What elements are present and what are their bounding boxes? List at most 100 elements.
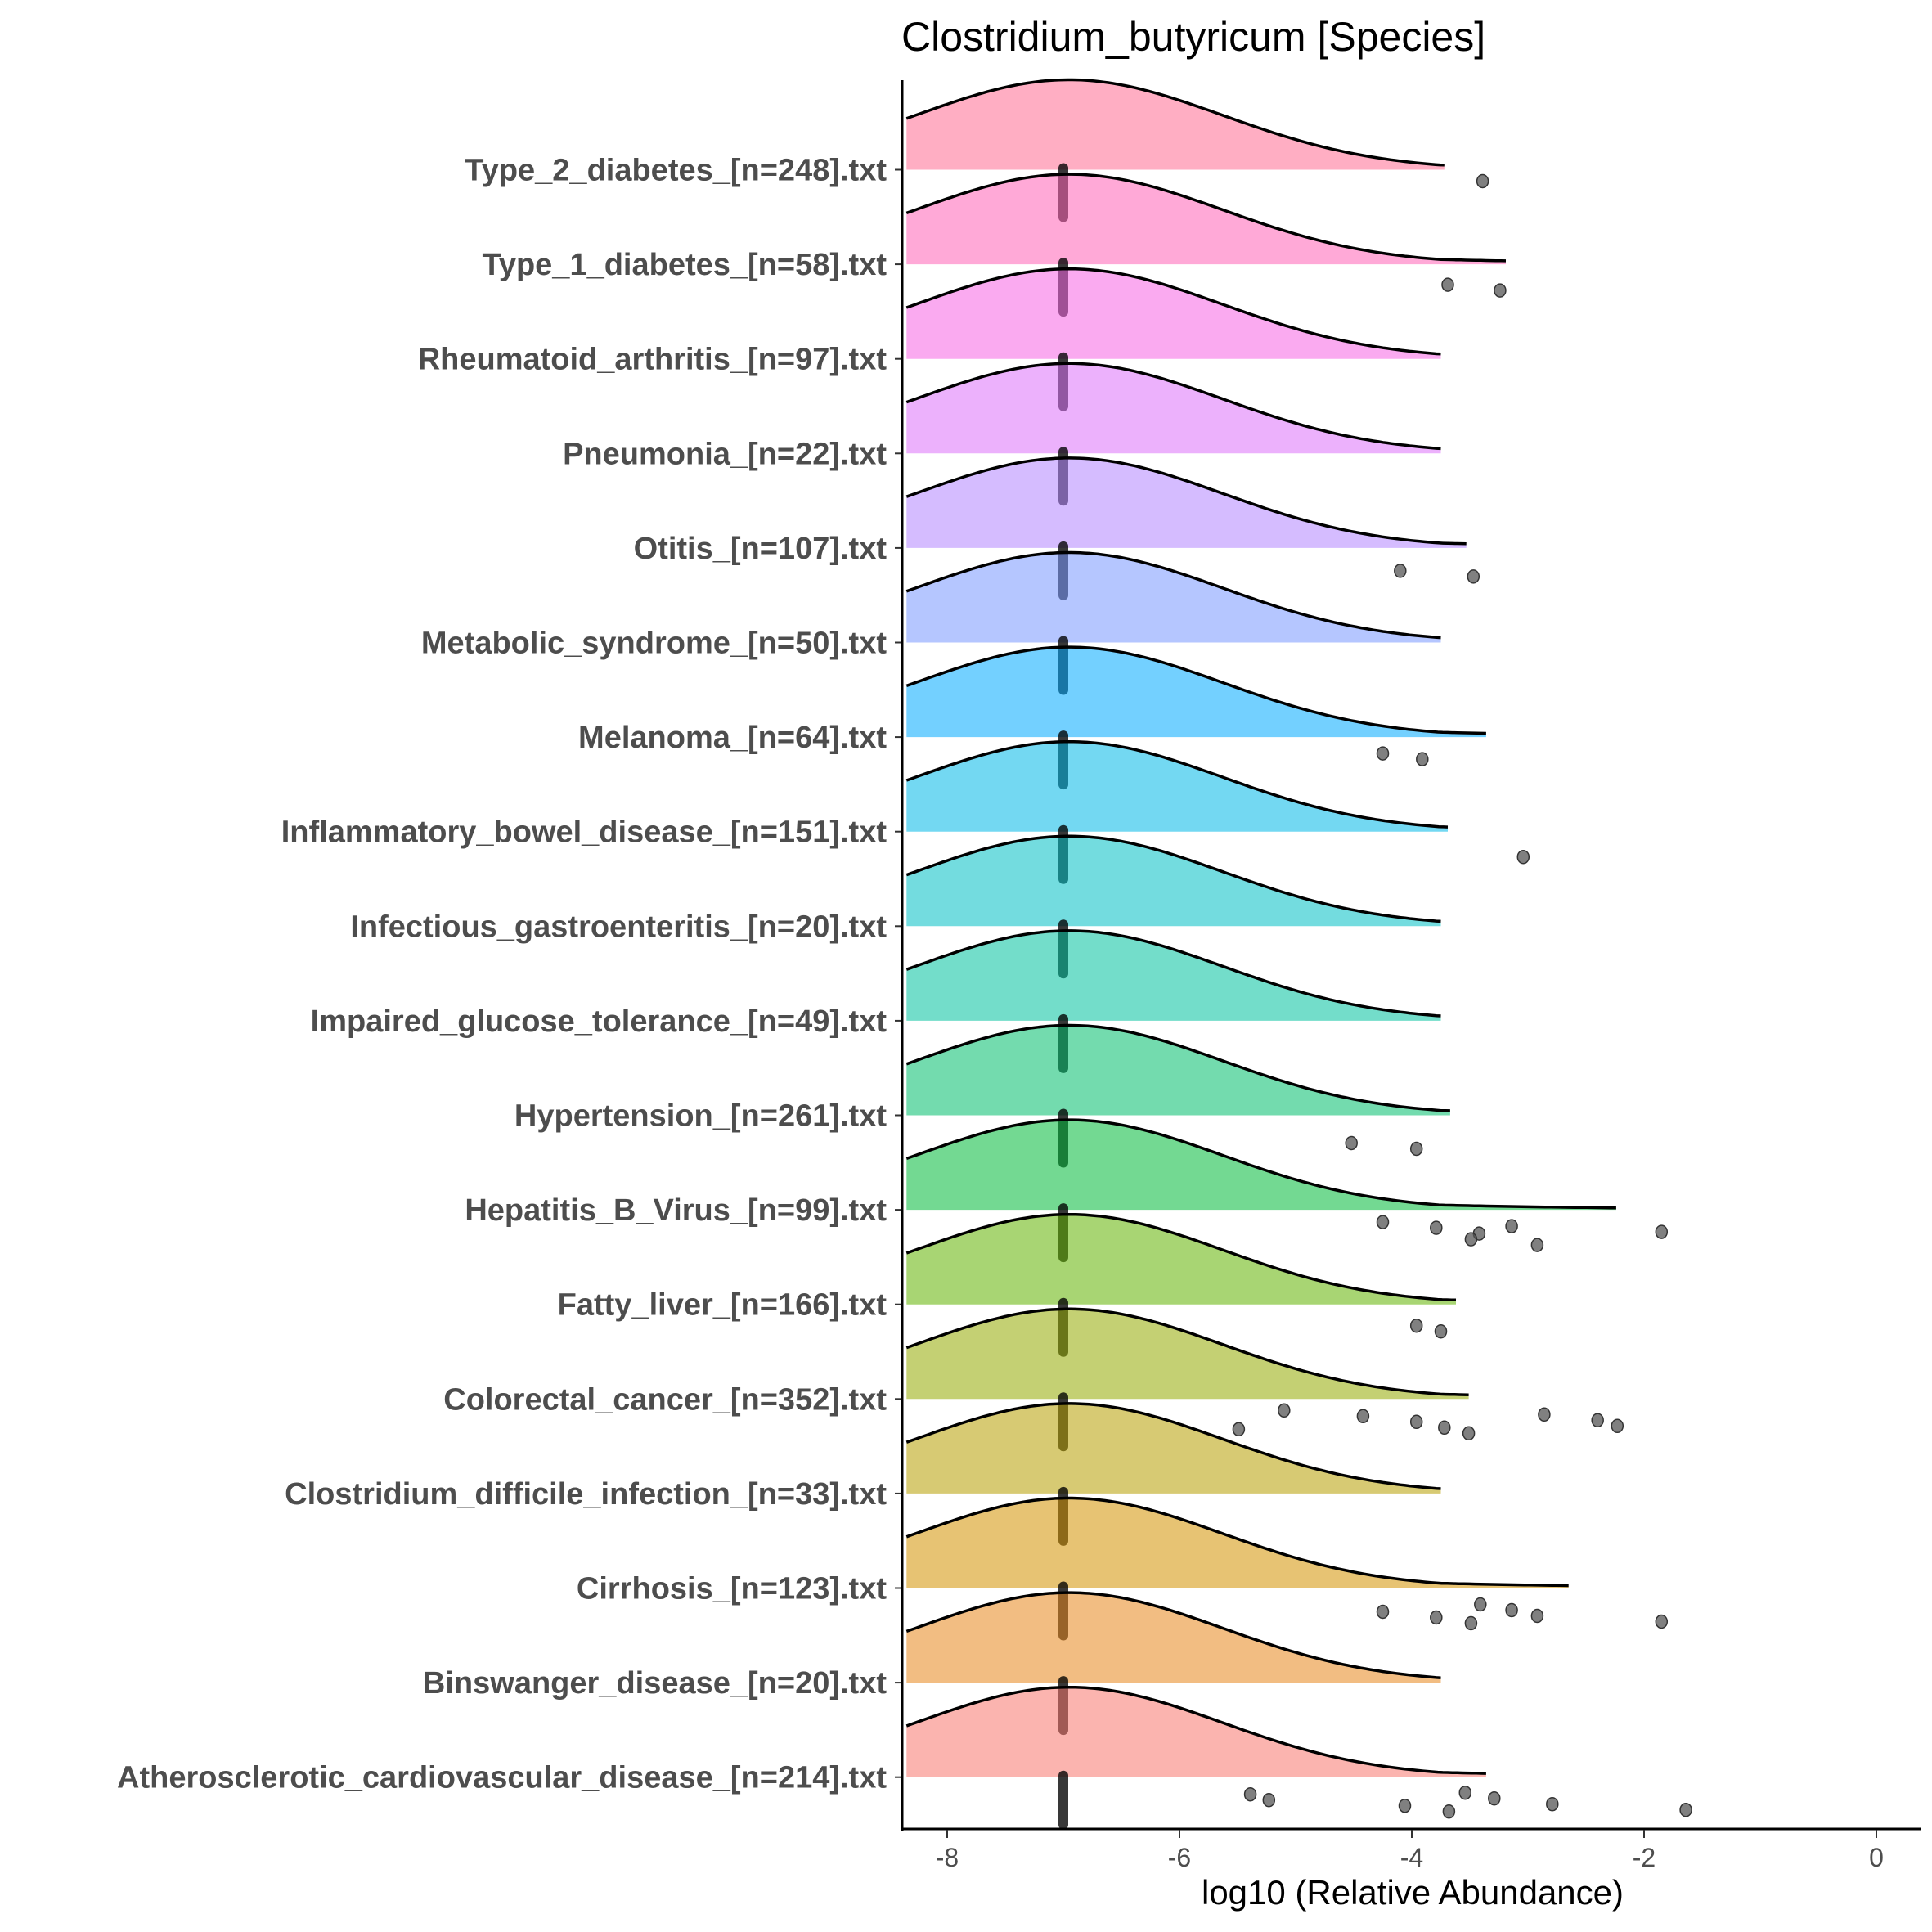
- ridges: [905, 78, 1692, 1830]
- density-outline: [905, 173, 1507, 263]
- y-tick-label: Inflammatory_bowel_disease_[n=151].txt: [281, 815, 887, 850]
- y-tick-label: Colorectal_cancer_[n=352].txt: [443, 1382, 887, 1417]
- x-tick-label: 0: [1869, 1843, 1884, 1872]
- density-fill: [906, 552, 1441, 643]
- density-fill: [906, 1309, 1469, 1400]
- density-outline: [905, 550, 1441, 640]
- outlier-point: [1376, 1215, 1390, 1229]
- y-tick-label: Hypertension_[n=261].txt: [514, 1099, 887, 1134]
- density-outline: [905, 1402, 1441, 1490]
- outlier-point: [1464, 1232, 1478, 1247]
- density-fill: [906, 1025, 1450, 1116]
- outlier-point: [1345, 1135, 1358, 1151]
- outlier-point: [1679, 1802, 1692, 1817]
- y-tick-label: Otitis_[n=107].txt: [634, 532, 887, 566]
- density-fill: [906, 363, 1441, 454]
- chart-title: Clostridium_butyricum [Species]: [901, 14, 1485, 60]
- y-tick-label: Fatty_liver_[n=166].txt: [558, 1288, 887, 1323]
- ridge-row: [905, 1307, 1624, 1452]
- outlier-point: [1462, 1426, 1476, 1441]
- density-outline: [905, 267, 1441, 356]
- outlier-point: [1611, 1418, 1624, 1434]
- outlier-point: [1494, 283, 1507, 298]
- density-fill: [906, 457, 1467, 548]
- outlier-point: [1516, 849, 1530, 865]
- y-axis-labels: Type_2_diabetes_[n=248].txt Type_1_diabet…: [117, 154, 901, 1795]
- outlier-point: [1278, 1403, 1291, 1418]
- outlier-point: [1488, 1790, 1501, 1806]
- outlier-point: [1434, 1323, 1448, 1339]
- density-fill: [906, 647, 1486, 738]
- y-tick-label: Hepatitis_B_Virus_[n=99].txt: [465, 1193, 887, 1228]
- y-tick-label: Pneumonia_[n=22].txt: [563, 437, 887, 471]
- density-outline: [905, 739, 1449, 829]
- density-outline: [905, 834, 1441, 923]
- outlier-point: [1398, 1798, 1412, 1813]
- outlier-point: [1467, 569, 1480, 584]
- outlier-point: [1430, 1610, 1443, 1625]
- outlier-point: [1655, 1224, 1669, 1239]
- outlier-point: [1464, 1615, 1478, 1631]
- density-fill: [906, 1498, 1569, 1588]
- y-tick-label: Cirrhosis_[n=123].txt: [577, 1572, 887, 1606]
- outlier-point: [1546, 1796, 1559, 1812]
- density-fill: [906, 1120, 1616, 1211]
- outlier-point: [1262, 1792, 1276, 1808]
- density-outline: [905, 456, 1467, 546]
- density-outline: [905, 362, 1441, 451]
- density-outline: [905, 1307, 1469, 1396]
- ridge-row: [905, 1496, 1669, 1641]
- y-tick-label: Impaired_glucose_tolerance_[n=49].txt: [311, 1004, 887, 1039]
- x-axis-label: log10 (Relative Abundance): [1202, 1873, 1624, 1912]
- outlier-point: [1438, 1420, 1451, 1436]
- outlier-point: [1376, 1604, 1390, 1620]
- density-fill: [906, 836, 1441, 927]
- density-outline: [905, 645, 1486, 735]
- y-tick-label: Rheumatoid_arthritis_[n=97].txt: [418, 343, 887, 377]
- outlier-point: [1416, 752, 1429, 766]
- y-tick-label: Clostridium_difficile_infection_[n=33].t…: [285, 1477, 887, 1512]
- outlier-point: [1243, 1786, 1257, 1802]
- y-tick-label: Type_1_diabetes_[n=58].txt: [482, 248, 887, 282]
- density-outline: [905, 1212, 1457, 1302]
- density-fill: [906, 174, 1506, 265]
- y-tick-label: Binswanger_disease_[n=20].txt: [423, 1666, 887, 1701]
- outlier-point: [1538, 1407, 1551, 1422]
- outlier-point: [1458, 1785, 1472, 1800]
- x-tick-label: -8: [936, 1843, 959, 1872]
- outlier-point: [1476, 173, 1489, 189]
- outlier-point: [1505, 1219, 1518, 1233]
- density-outline: [905, 1023, 1450, 1112]
- outlier-point: [1474, 1597, 1487, 1612]
- outlier-point: [1655, 1614, 1669, 1629]
- y-tick-label: Infectious_gastroenteritis_[n=20].txt: [350, 910, 887, 944]
- ridge-row: [905, 1685, 1692, 1830]
- outlier-point: [1376, 746, 1390, 761]
- density-outline: [905, 1685, 1486, 1775]
- outlier-point: [1409, 1141, 1423, 1157]
- density-fill: [906, 1403, 1441, 1494]
- x-tick-label: -6: [1168, 1843, 1191, 1872]
- density-outline: [905, 929, 1441, 1018]
- x-axis-ticks: -8 -6 -4 -2 0: [936, 1830, 1884, 1872]
- density-fill: [906, 930, 1441, 1021]
- outlier-point: [1530, 1608, 1544, 1624]
- density-outline: [905, 78, 1445, 167]
- outlier-point: [1591, 1413, 1604, 1428]
- outlier-point: [1409, 1318, 1423, 1333]
- x-tick-label: -2: [1633, 1843, 1656, 1872]
- outlier-point: [1441, 277, 1454, 292]
- outlier-point: [1530, 1238, 1544, 1252]
- density-fill: [906, 1593, 1441, 1683]
- y-tick-label: Atherosclerotic_cardiovascular_disease_[…: [117, 1761, 887, 1795]
- y-tick-label: Type_2_diabetes_[n=248].txt: [465, 154, 887, 188]
- outlier-point: [1430, 1220, 1443, 1235]
- density-outline: [905, 1496, 1569, 1588]
- density-fill: [906, 1687, 1486, 1777]
- outlier-point: [1505, 1602, 1518, 1618]
- outlier-point: [1232, 1422, 1246, 1437]
- density-outline: [905, 1591, 1441, 1679]
- outlier-point: [1394, 564, 1407, 578]
- y-tick-label: Metabolic_syndrome_[n=50].txt: [421, 627, 887, 661]
